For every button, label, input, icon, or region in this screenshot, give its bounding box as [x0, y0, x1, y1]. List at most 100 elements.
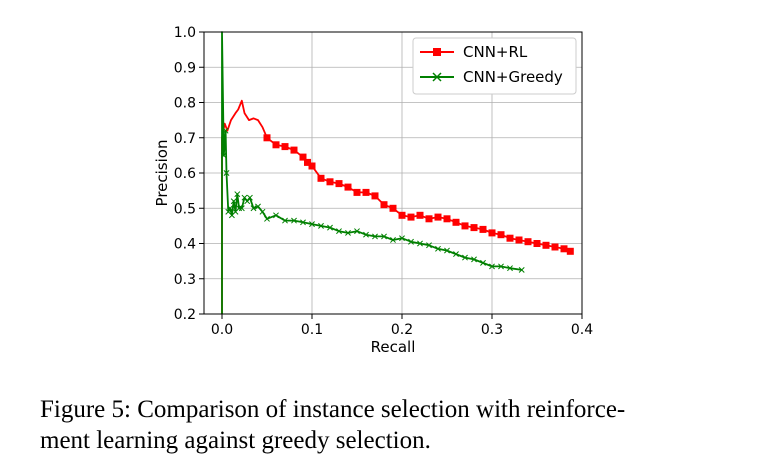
data-point-cnn-rl — [515, 236, 523, 244]
y-axis-label: Precision — [153, 140, 171, 207]
data-point-cnn-rl — [326, 178, 334, 186]
data-point-cnn-rl — [272, 141, 280, 149]
data-point-cnn-greedy — [363, 231, 369, 238]
legend-label-cnn-rl: CNN+RL — [463, 43, 528, 61]
data-point-cnn-rl — [533, 240, 541, 247]
y-tick-label: 0.5 — [174, 201, 196, 217]
figure-caption: Figure 5: Comparison of instance selecti… — [40, 394, 740, 456]
data-point-cnn-rl — [317, 174, 325, 182]
data-point-cnn-rl — [389, 204, 397, 212]
x-tick-label: 0.0 — [211, 322, 233, 338]
caption-line-1: Figure 5: Comparison of instance selecti… — [40, 396, 626, 423]
data-point-cnn-rl — [497, 231, 505, 239]
data-point-cnn-greedy — [227, 205, 234, 212]
data-point-cnn-greedy — [336, 228, 342, 235]
data-point-cnn-greedy — [291, 217, 297, 224]
data-point-cnn-greedy — [223, 170, 230, 176]
data-point-cnn-greedy — [399, 235, 405, 242]
precision-recall-chart: 0.0 0.1 0.2 0.3 0.4 0.2 0.3 0.4 0.5 0.6 0.7 0.8 0.9 1… — [153, 25, 593, 356]
data-point-cnn-rl — [488, 229, 496, 237]
x-tick-label: 0.4 — [571, 322, 593, 338]
y-tick-label: 0.7 — [174, 131, 196, 147]
data-point-cnn-rl — [470, 224, 478, 232]
y-tick-label: 0.8 — [174, 96, 196, 112]
legend-marker-cnn-greedy — [432, 72, 442, 82]
data-point-cnn-rl — [425, 215, 433, 223]
data-point-cnn-rl — [398, 211, 406, 219]
data-point-cnn-rl — [551, 243, 559, 251]
data-point-cnn-greedy — [345, 229, 351, 236]
data-point-cnn-rl — [263, 134, 271, 142]
data-point-cnn-rl — [380, 201, 388, 209]
y-tick-label: 0.2 — [174, 307, 196, 323]
data-point-cnn-greedy — [238, 205, 245, 212]
axes: 0.0 0.1 0.2 0.3 0.4 0.2 0.3 0.4 0.5 0.6 0.7 0.8 0.9 1… — [174, 25, 593, 338]
data-point-cnn-greedy — [222, 127, 229, 134]
data-point-cnn-rl — [353, 188, 361, 196]
data-point-cnn-greedy — [408, 238, 414, 245]
y-tick-label: 0.4 — [174, 237, 196, 253]
y-tick-label: 1.0 — [174, 25, 196, 41]
x-axis-label: Recall — [371, 338, 416, 356]
data-point-cnn-greedy — [480, 259, 486, 266]
y-tick-label: 0.3 — [174, 272, 196, 288]
data-point-cnn-greedy — [444, 247, 450, 254]
data-point-cnn-greedy — [220, 152, 227, 159]
data-point-cnn-rl — [281, 143, 289, 151]
data-point-cnn-rl — [290, 146, 298, 154]
data-point-cnn-rl — [452, 218, 460, 226]
y-tick-label: 0.9 — [174, 60, 196, 76]
data-point-cnn-rl — [443, 215, 451, 223]
x-tick-label: 0.1 — [301, 322, 323, 338]
data-point-cnn-greedy — [489, 263, 495, 270]
data-point-cnn-rl — [416, 211, 424, 219]
data-point-cnn-rl — [506, 234, 514, 242]
data-point-cnn-greedy — [381, 233, 387, 240]
data-point-cnn-greedy — [282, 217, 288, 224]
data-point-cnn-rl — [335, 180, 343, 188]
series-cnn-greedy — [220, 31, 525, 314]
data-point-cnn-greedy — [230, 198, 237, 205]
legend-label-cnn-greedy: CNN+Greedy — [463, 68, 563, 86]
data-point-cnn-greedy — [273, 212, 279, 219]
data-point-cnn-greedy — [259, 208, 266, 215]
data-point-cnn-rl — [566, 247, 574, 255]
data-point-cnn-greedy — [236, 205, 243, 212]
data-point-cnn-rl — [299, 153, 307, 161]
x-tick-label: 0.2 — [391, 322, 413, 338]
data-point-cnn-greedy — [372, 233, 378, 240]
data-point-cnn-rl — [304, 158, 311, 166]
data-point-cnn-greedy — [241, 194, 248, 201]
data-point-cnn-greedy — [264, 215, 270, 222]
data-point-cnn-greedy — [318, 222, 324, 229]
data-point-cnn-greedy — [518, 266, 525, 273]
data-point-cnn-rl — [479, 225, 487, 233]
data-point-cnn-rl — [434, 213, 442, 221]
series-cnn-rl — [221, 99, 574, 314]
data-point-cnn-greedy — [435, 245, 441, 252]
data-point-cnn-greedy — [244, 198, 251, 205]
data-point-cnn-rl — [542, 241, 550, 249]
data-point-cnn-greedy — [498, 263, 504, 270]
data-point-cnn-rl — [524, 238, 532, 246]
data-point-cnn-greedy — [507, 265, 513, 272]
legend-marker-cnn-rl — [433, 48, 441, 56]
data-point-cnn-greedy — [309, 221, 315, 228]
data-point-cnn-greedy — [390, 237, 396, 243]
data-point-cnn-greedy — [234, 191, 241, 198]
series-line-cnn-greedy — [221, 31, 522, 314]
data-point-cnn-rl — [371, 192, 379, 200]
data-point-cnn-rl — [461, 222, 469, 230]
y-tick-label: 0.6 — [174, 166, 196, 182]
data-point-cnn-greedy — [327, 224, 333, 231]
data-point-cnn-greedy — [255, 203, 261, 210]
data-point-cnn-rl — [407, 213, 415, 221]
caption-line-2: ment learning against greedy selection. — [40, 427, 431, 454]
data-point-cnn-greedy — [300, 219, 306, 226]
data-point-cnn-greedy — [426, 242, 432, 249]
data-point-cnn-rl — [308, 162, 316, 170]
legend: CNN+RL CNN+Greedy — [412, 37, 577, 95]
data-point-cnn-rl — [362, 188, 370, 196]
data-point-cnn-greedy — [471, 256, 477, 263]
